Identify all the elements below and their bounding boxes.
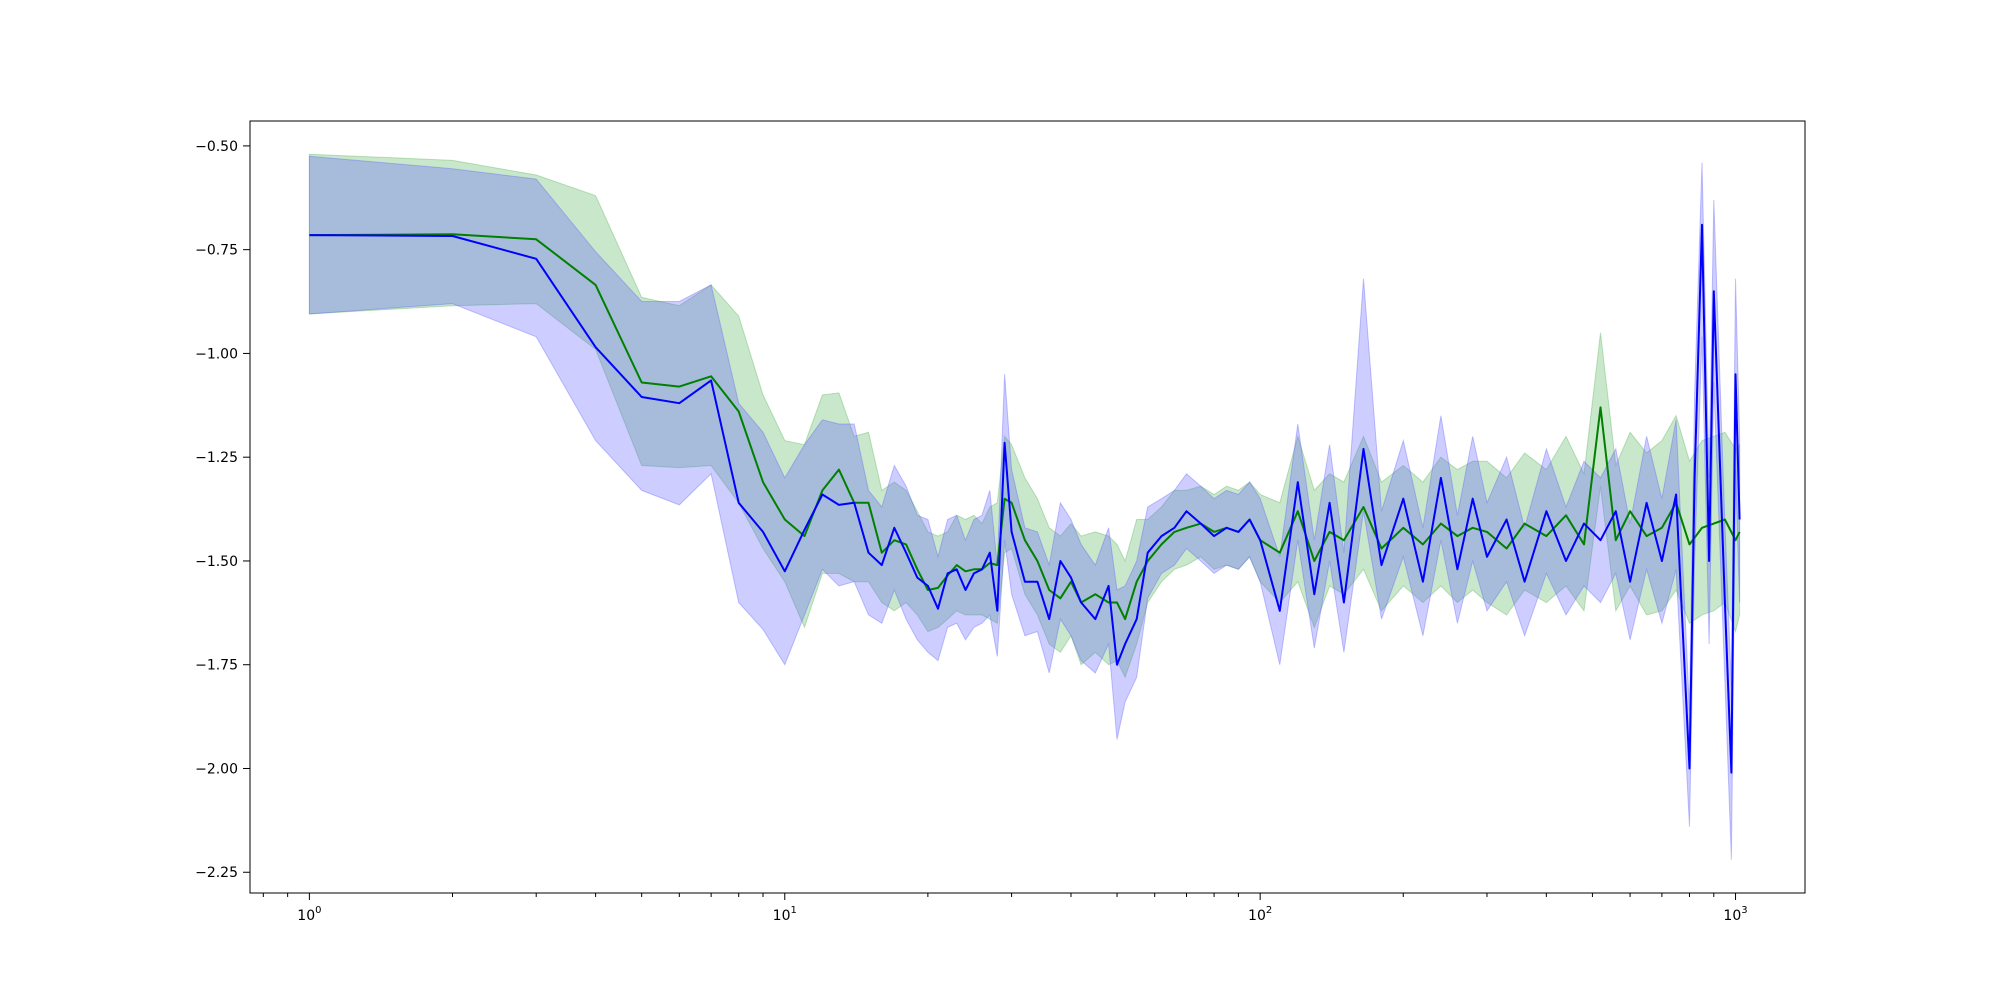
y-tick-label: −0.50 bbox=[195, 139, 238, 155]
y-tick-label: −2.00 bbox=[195, 761, 238, 777]
y-tick-label: −1.75 bbox=[195, 658, 238, 674]
line-series-2 bbox=[309, 223, 1741, 774]
plot-frame bbox=[249, 120, 1806, 894]
x-tick-label: 101 bbox=[773, 905, 797, 924]
y-axis: −0.50 −0.75 −1.00 −1.25 −1.50 −1.75 −2.00 −2.25 bbox=[195, 139, 250, 881]
series-lines bbox=[309, 223, 1741, 774]
y-tick-label: −2.25 bbox=[195, 865, 238, 881]
x-tick-label: 102 bbox=[1248, 905, 1272, 924]
y-tick-label: −1.50 bbox=[195, 554, 238, 570]
y-tick-label: −1.25 bbox=[195, 450, 238, 466]
y-tick-label: −0.75 bbox=[195, 243, 238, 259]
confidence-bands bbox=[308, 153, 1741, 860]
y-tick-label: −1.00 bbox=[195, 346, 238, 362]
line-series-1 bbox=[309, 233, 1741, 621]
x-axis: 100 101 102 103 bbox=[262, 893, 1748, 924]
band-series-2 bbox=[308, 155, 1741, 860]
band-series-1 bbox=[308, 153, 1741, 679]
x-tick-label: 103 bbox=[1723, 905, 1747, 924]
x-tick-label: 100 bbox=[297, 905, 321, 924]
